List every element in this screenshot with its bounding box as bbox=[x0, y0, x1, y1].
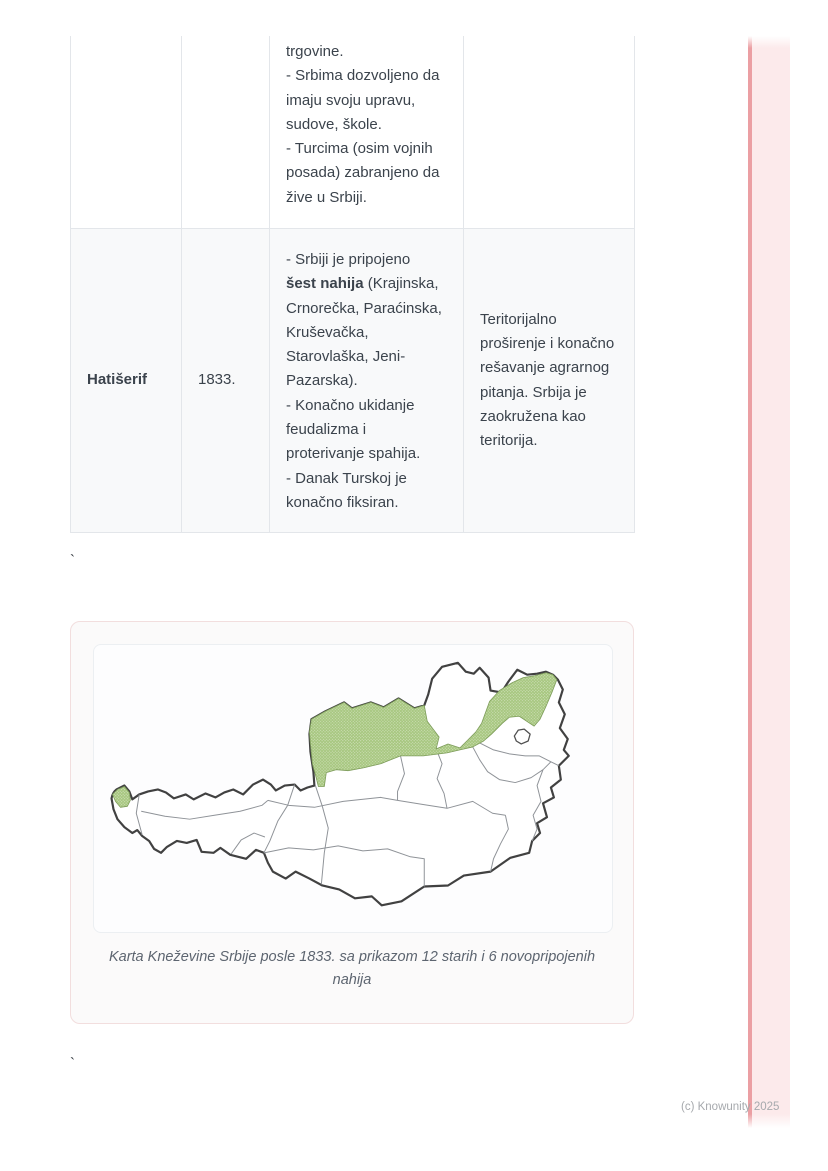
copyright-label: (c) Knowunity 2025 bbox=[681, 1101, 780, 1113]
stray-backtick: ` bbox=[70, 1055, 75, 1072]
figure-container: Karta Kneževine Srbije posle 1833. sa pr… bbox=[70, 621, 634, 1024]
figure-caption: Karta Kneževine Srbije posle 1833. sa pr… bbox=[108, 949, 596, 988]
provisions-line: - Srbima dozvoljeno da bbox=[286, 67, 440, 85]
austria-outline-map bbox=[110, 661, 570, 907]
provisions-line: - Srbiji je pripojeno bbox=[286, 251, 411, 268]
provisions-line: Crnorečka, Paraćinska, bbox=[286, 299, 442, 317]
table-row: trgovine. - Srbima dozvoljeno da imaju s… bbox=[70, 36, 635, 228]
provisions-line: konačno fiksiran. bbox=[286, 493, 399, 511]
year-cell bbox=[182, 36, 270, 228]
provisions-line: - Konačno ukidanje bbox=[286, 396, 415, 414]
history-table: trgovine. - Srbima dozvoljeno da imaju s… bbox=[70, 36, 635, 533]
table-row: Hatišerif 1833. - Srbiji je pripojeno še… bbox=[70, 228, 635, 533]
provisions-cell: trgovine. - Srbima dozvoljeno da imaju s… bbox=[270, 36, 464, 228]
page-edge-stripe bbox=[752, 36, 790, 1128]
year-cell: 1833. bbox=[182, 229, 270, 532]
provisions-line: proterivanje spahija. bbox=[286, 445, 421, 463]
highlight-region-north bbox=[309, 672, 558, 787]
stray-backtick: ` bbox=[70, 552, 75, 569]
provisions-line: imaju svoju upravu, bbox=[286, 91, 416, 109]
city-outline bbox=[513, 728, 531, 745]
page-edge-stripe-line bbox=[748, 36, 752, 1128]
significance-cell bbox=[464, 36, 635, 228]
highlight-region-west bbox=[112, 786, 131, 808]
region-borders bbox=[135, 742, 560, 887]
country-outline bbox=[110, 661, 570, 907]
provisions-line: žive u Srbiji. bbox=[286, 188, 367, 206]
term-cell: Hatišerif bbox=[70, 229, 182, 532]
provisions-line: Kruševačka, bbox=[286, 323, 369, 341]
provisions-line: Starovlaška, Jeni- bbox=[286, 348, 406, 366]
map-card bbox=[93, 644, 613, 933]
provisions-line: šest nahija (Krajinska, bbox=[286, 275, 439, 293]
provisions-line: - Danak Turskoj je bbox=[286, 469, 407, 487]
provisions-line: trgovine. bbox=[286, 43, 344, 60]
significance-cell: Teritorijalno proširenje i konačno rešav… bbox=[464, 229, 635, 532]
provisions-line: sudove, škole. bbox=[286, 115, 382, 133]
provisions-line: - Turcima (osim vojnih bbox=[286, 140, 433, 158]
provisions-line: posada) zabranjeno da bbox=[286, 164, 440, 182]
term-cell bbox=[70, 36, 182, 228]
provisions-line: feudalizma i bbox=[286, 421, 367, 439]
provisions-cell: - Srbiji je pripojeno šest nahija (Kraji… bbox=[270, 229, 464, 532]
provisions-line: Pazarska). bbox=[286, 372, 358, 390]
